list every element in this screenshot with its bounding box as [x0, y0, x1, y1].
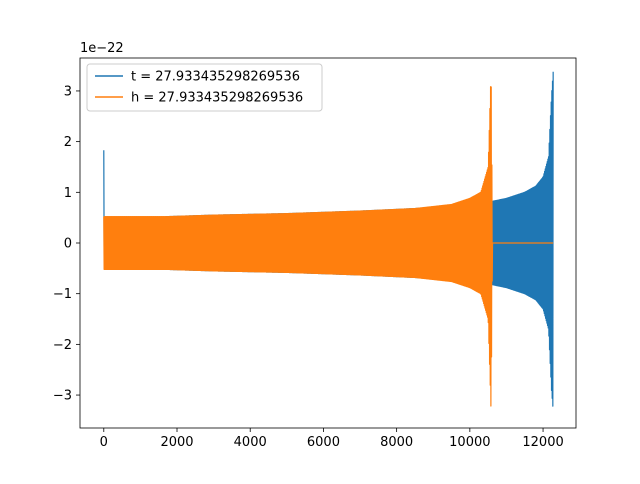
legend-frame [86, 63, 323, 112]
legend: t = 27.933435298269536 h = 27.9334352982… [86, 63, 323, 112]
y-axis: −3 −2 −1 0 1 2 3 [53, 84, 80, 404]
x-tick-label: 2000 [160, 435, 193, 450]
x-tick-label: 6000 [307, 435, 340, 450]
y-tick-label: 0 [64, 237, 72, 252]
x-tick-label: 4000 [234, 435, 267, 450]
series-line-h [103, 86, 554, 407]
y-tick-label: 3 [64, 84, 72, 99]
y-scale-label: 1e−22 [80, 41, 124, 56]
legend-label-t: t = 27.933435298269536 [131, 70, 300, 85]
y-tick-label: 1 [64, 186, 72, 201]
x-axis: 0 2000 4000 6000 8000 10000 12000 [100, 428, 564, 450]
legend-label-h: h = 27.933435298269536 [131, 91, 303, 106]
y-tick-label: 2 [64, 135, 72, 150]
y-tick-label: −3 [53, 389, 72, 404]
x-tick-label: 0 [100, 435, 108, 450]
x-tick-label: 10000 [449, 435, 490, 450]
x-tick-label: 8000 [380, 435, 413, 450]
series-layer [103, 71, 554, 407]
x-tick-label: 12000 [522, 435, 563, 450]
y-tick-label: −1 [53, 287, 72, 302]
y-tick-label: −2 [53, 338, 72, 353]
